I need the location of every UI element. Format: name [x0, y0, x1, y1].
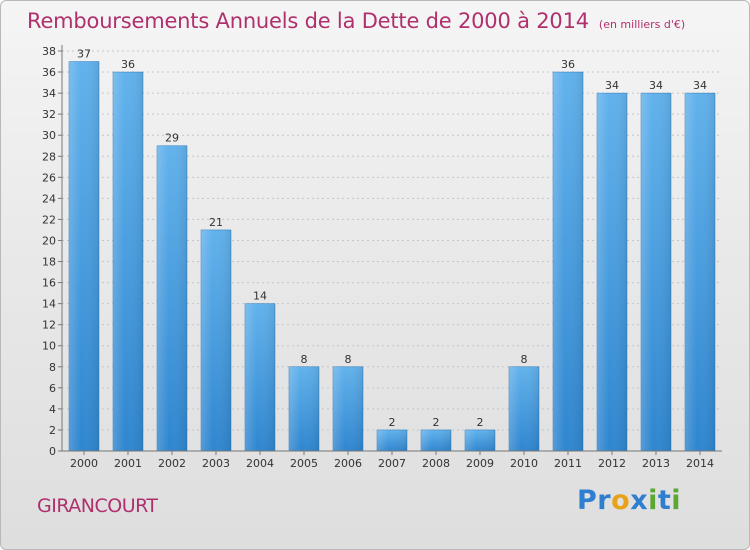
bar-shade — [289, 366, 319, 451]
axes — [58, 45, 722, 455]
y-tick-label: 16 — [42, 277, 56, 290]
x-tick-label: 2000 — [70, 457, 98, 470]
logo-letter: i — [671, 485, 682, 516]
y-tick-label: 2 — [49, 424, 56, 437]
y-tick-label: 6 — [49, 382, 56, 395]
y-tick-label: 38 — [42, 45, 56, 58]
chart-title: Remboursements Annuels de la Dette de 20… — [27, 9, 589, 33]
bar-shade — [597, 93, 627, 452]
bar-shade — [333, 366, 363, 451]
x-tick-label: 2003 — [202, 457, 230, 470]
x-tick-label: 2002 — [158, 457, 186, 470]
x-tick-label: 2004 — [246, 457, 274, 470]
logo-letter: i — [648, 485, 658, 516]
bar-value-label: 36 — [561, 58, 575, 71]
y-tick-label: 10 — [42, 340, 56, 353]
proxiti-logo[interactable]: Proxiti — [577, 485, 681, 516]
bar-shade — [509, 366, 539, 451]
bar-shade — [377, 429, 407, 451]
y-tick-label: 26 — [42, 171, 56, 184]
bar-value-label: 34 — [693, 79, 707, 92]
bar-value-label: 2 — [433, 416, 440, 429]
bar-shade — [641, 93, 671, 452]
x-tick-label: 2010 — [510, 457, 538, 470]
y-tick-label: 12 — [42, 319, 56, 332]
x-tick-label: 2011 — [554, 457, 582, 470]
bar-value-label: 34 — [649, 79, 663, 92]
bar-value-label: 34 — [605, 79, 619, 92]
logo-letter: r — [597, 485, 612, 516]
bar-shade — [553, 72, 583, 451]
x-tick-label: 2007 — [378, 457, 406, 470]
bar-value-label: 21 — [209, 216, 223, 229]
bar-shade — [245, 303, 275, 451]
logo-letter: o — [611, 485, 631, 516]
bar-value-label: 14 — [253, 290, 267, 303]
bar-value-label: 8 — [521, 353, 528, 366]
bar-value-label: 8 — [345, 353, 352, 366]
bars — [68, 61, 716, 452]
chart-unit: (en milliers d'€) — [598, 18, 686, 31]
x-tick-label: 2012 — [598, 457, 626, 470]
x-tick-label: 2008 — [422, 457, 450, 470]
x-tick-label: 2006 — [334, 457, 362, 470]
bar-value-label: 37 — [77, 48, 91, 61]
chart-title-block: Remboursements Annuels de la Dette de 20… — [27, 9, 685, 33]
bar-shade — [421, 429, 451, 451]
bar-shade — [157, 145, 187, 451]
x-tick-label: 2001 — [114, 457, 142, 470]
y-tick-label: 36 — [42, 66, 56, 79]
y-tick-label: 4 — [49, 403, 56, 416]
y-tick-label: 28 — [42, 150, 56, 163]
bar-value-label: 29 — [165, 132, 179, 145]
y-tick-label: 30 — [42, 129, 56, 142]
x-tick-label: 2013 — [642, 457, 670, 470]
bar-shade — [69, 61, 99, 452]
y-tick-label: 0 — [49, 445, 56, 458]
bar-shade — [201, 229, 231, 451]
y-tick-label: 34 — [42, 87, 56, 100]
y-tick-label: 14 — [42, 298, 56, 311]
bar-value-label: 8 — [301, 353, 308, 366]
y-tick-label: 24 — [42, 192, 56, 205]
bar-value-label: 2 — [389, 416, 396, 429]
x-tick-label: 2014 — [686, 457, 714, 470]
y-tick-label: 8 — [49, 361, 56, 374]
x-tick-label: 2005 — [290, 457, 318, 470]
logo-letter: x — [630, 485, 649, 516]
y-tick-label: 32 — [42, 108, 56, 121]
logo-letter: t — [657, 485, 672, 516]
bar-value-label: 2 — [477, 416, 484, 429]
y-tick-label: 18 — [42, 256, 56, 269]
bar-shade — [685, 93, 715, 452]
bar-value-label: 36 — [121, 58, 135, 71]
bar-shade — [465, 429, 495, 451]
logo-letter: P — [577, 485, 598, 516]
y-tick-label: 20 — [42, 234, 56, 247]
x-tick-label: 2009 — [466, 457, 494, 470]
bar-shade — [113, 72, 143, 451]
y-tick-label: 22 — [42, 213, 56, 226]
town-name: GIRANCOURT — [37, 495, 158, 517]
